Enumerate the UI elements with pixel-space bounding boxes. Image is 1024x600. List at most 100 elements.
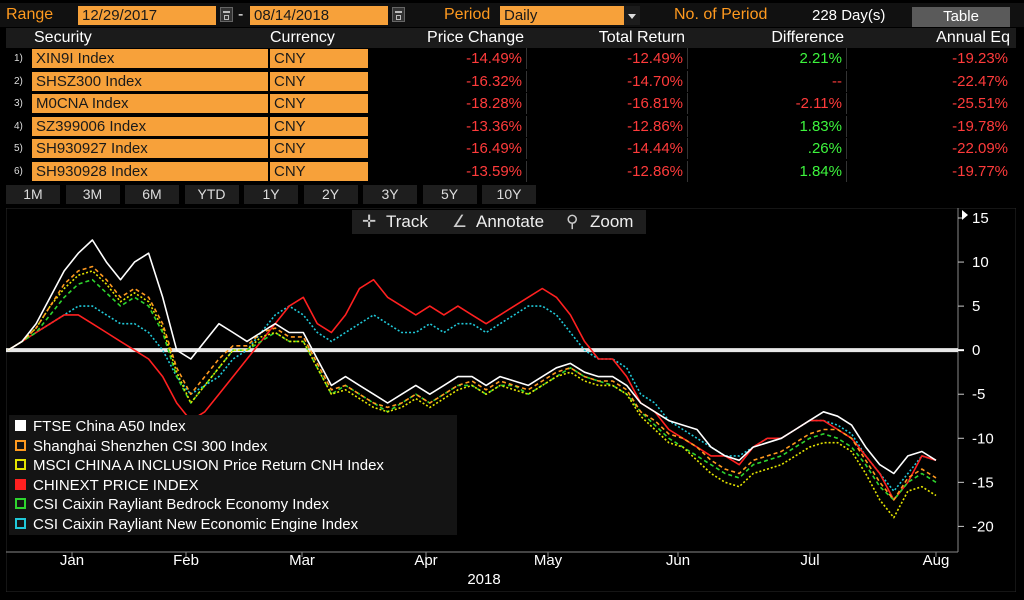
pencil-icon[interactable]: ∠ [452,212,468,231]
column-header-price-change[interactable]: Price Change [427,29,524,46]
legend-entry[interactable]: CHINEXT PRICE INDEX [15,477,199,494]
end-date-input[interactable]: 08/14/2018 [250,6,388,25]
table-row[interactable]: 4) SZ399006 Index CNY -13.36% -12.86% 1.83% -1… [6,115,1016,137]
column-divider [846,160,847,182]
legend-entry[interactable]: FTSE China A50 Index [15,418,186,435]
difference-cell: 1.83% [799,117,842,135]
calendar-icon[interactable] [220,7,233,22]
currency-field[interactable]: CNY [270,116,368,136]
column-header-security[interactable]: Security [34,29,92,46]
legend-entry[interactable]: CSI Caixin Rayliant New Economic Engine … [15,516,358,533]
currency-field[interactable]: CNY [270,139,368,158]
legend-label: FTSE China A50 Index [33,418,186,435]
column-divider [846,48,847,69]
range-button-1y[interactable]: 1Y [244,185,298,204]
series-line[interactable] [7,239,937,475]
x-tick-label: Apr [414,552,437,569]
row-number: 2) [14,75,23,87]
annotate-button[interactable]: Annotate [476,212,545,231]
difference-cell: 1.84% [799,162,842,180]
table-row[interactable]: 3) M0CNA Index CNY -18.28% -16.81% -2.11% -25.… [6,93,1016,114]
range-button-6m[interactable]: 6M [125,185,179,204]
table-row[interactable]: 1) XIN9I Index CNY -14.49% -12.49% 2.21% -19.2… [6,48,1016,69]
annual-eq-cell: -22.09% [952,140,1008,157]
column-divider [846,93,847,114]
total-return-cell: -12.86% [627,117,683,135]
table-row[interactable]: 5) SH930927 Index CNY -16.49% -14.44% .26% -22… [6,138,1016,159]
range-button-ytd[interactable]: YTD [184,185,239,204]
currency-field[interactable]: CNY [270,161,368,181]
column-divider [526,138,527,159]
range-button-3m[interactable]: 3M [65,185,120,204]
x-tick-label: May [534,552,563,569]
column-divider [846,70,847,92]
legend-label: CSI Caixin Rayliant Bedrock Economy Inde… [33,496,329,514]
price-change-cell: -13.36% [466,117,522,135]
column-header-total-return[interactable]: Total Return [598,29,685,46]
legend-label: MSCI CHINA A INCLUSION Price Return CNH … [33,457,384,475]
legend-entry[interactable]: Shanghai Shenzhen CSI 300 Index [15,438,267,455]
column-divider [526,48,527,69]
difference-cell: .26% [807,140,842,157]
security-field[interactable]: SZ399006 Index [32,116,268,136]
range-button-5y[interactable]: 5Y [422,185,477,204]
legend-entry[interactable]: CSI Caixin Rayliant Bedrock Economy Inde… [15,496,329,513]
y-tick-label: 0 [972,342,980,359]
table-button[interactable]: Table [912,7,1010,27]
security-field[interactable]: SH930927 Index [32,139,268,158]
row-number: 5) [14,143,23,154]
y-tick-label: -20 [972,518,994,535]
chart-toolbar: ✛ Track ∠ Annotate ⚲ Zoom [352,210,646,234]
crosshair-icon[interactable]: ✛ [362,212,377,231]
legend-swatch [15,420,26,431]
total-return-cell: -12.49% [627,50,683,67]
column-divider [526,115,527,137]
period-label: Period [444,6,491,23]
start-date-input[interactable]: 12/29/2017 [78,6,216,25]
security-field[interactable]: SH930928 Index [32,161,268,181]
security-field[interactable]: SHSZ300 Index [32,71,268,91]
annual-eq-cell: -19.77% [952,162,1008,180]
series-line[interactable] [7,270,937,519]
series-line[interactable] [7,265,937,501]
security-field[interactable]: M0CNA Index [32,94,268,113]
date-separator: - [238,6,244,23]
row-number: 1) [14,53,23,64]
period-select[interactable]: Daily [500,6,624,25]
range-button-1m[interactable]: 1M [6,185,60,204]
header-bar: Range 12/29/2017 - 08/14/2018 Period Dai… [0,3,1024,27]
table-header [6,28,1016,48]
price-change-cell: -16.32% [466,72,522,90]
range-button-2y[interactable]: 2Y [303,185,358,204]
column-header-annual-eq[interactable]: Annual Eq [936,29,1010,46]
range-label: Range [6,6,54,23]
column-header-currency[interactable]: Currency [270,29,335,46]
currency-field[interactable]: CNY [270,71,368,91]
legend-entry[interactable]: MSCI CHINA A INCLUSION Price Return CNH … [15,457,384,474]
no-of-period-value: 228 Day(s) [812,7,886,24]
difference-cell: 2.21% [799,50,842,67]
range-button-10y[interactable]: 10Y [482,185,536,204]
table-row[interactable]: 2) SHSZ300 Index CNY -16.32% -14.70% -- -22.47… [6,70,1016,92]
column-divider [526,93,527,114]
chevron-down-icon[interactable] [624,6,640,25]
difference-cell: -- [832,72,842,90]
zoom-icon[interactable]: ⚲ [566,212,579,231]
track-button[interactable]: Track [386,212,428,231]
security-field[interactable]: XIN9I Index [32,49,268,68]
calendar-icon[interactable] [392,7,405,22]
row-number: 3) [14,98,23,109]
range-button-3y[interactable]: 3Y [363,185,417,204]
table-row[interactable]: 6) SH930928 Index CNY -13.59% -12.86% 1.84% -1… [6,160,1016,182]
legend-swatch [15,459,26,471]
y-tick-label: -15 [972,474,994,491]
total-return-cell: -14.44% [627,140,683,157]
currency-field[interactable]: CNY [270,49,368,68]
column-header-difference[interactable]: Difference [771,29,844,46]
column-divider [687,138,688,159]
zoom-button[interactable]: Zoom [590,212,634,231]
currency-field[interactable]: CNY [270,94,368,113]
price-change-cell: -16.49% [466,140,522,157]
legend-label: CHINEXT PRICE INDEX [33,476,199,494]
y-tick-label: 15 [972,210,989,227]
